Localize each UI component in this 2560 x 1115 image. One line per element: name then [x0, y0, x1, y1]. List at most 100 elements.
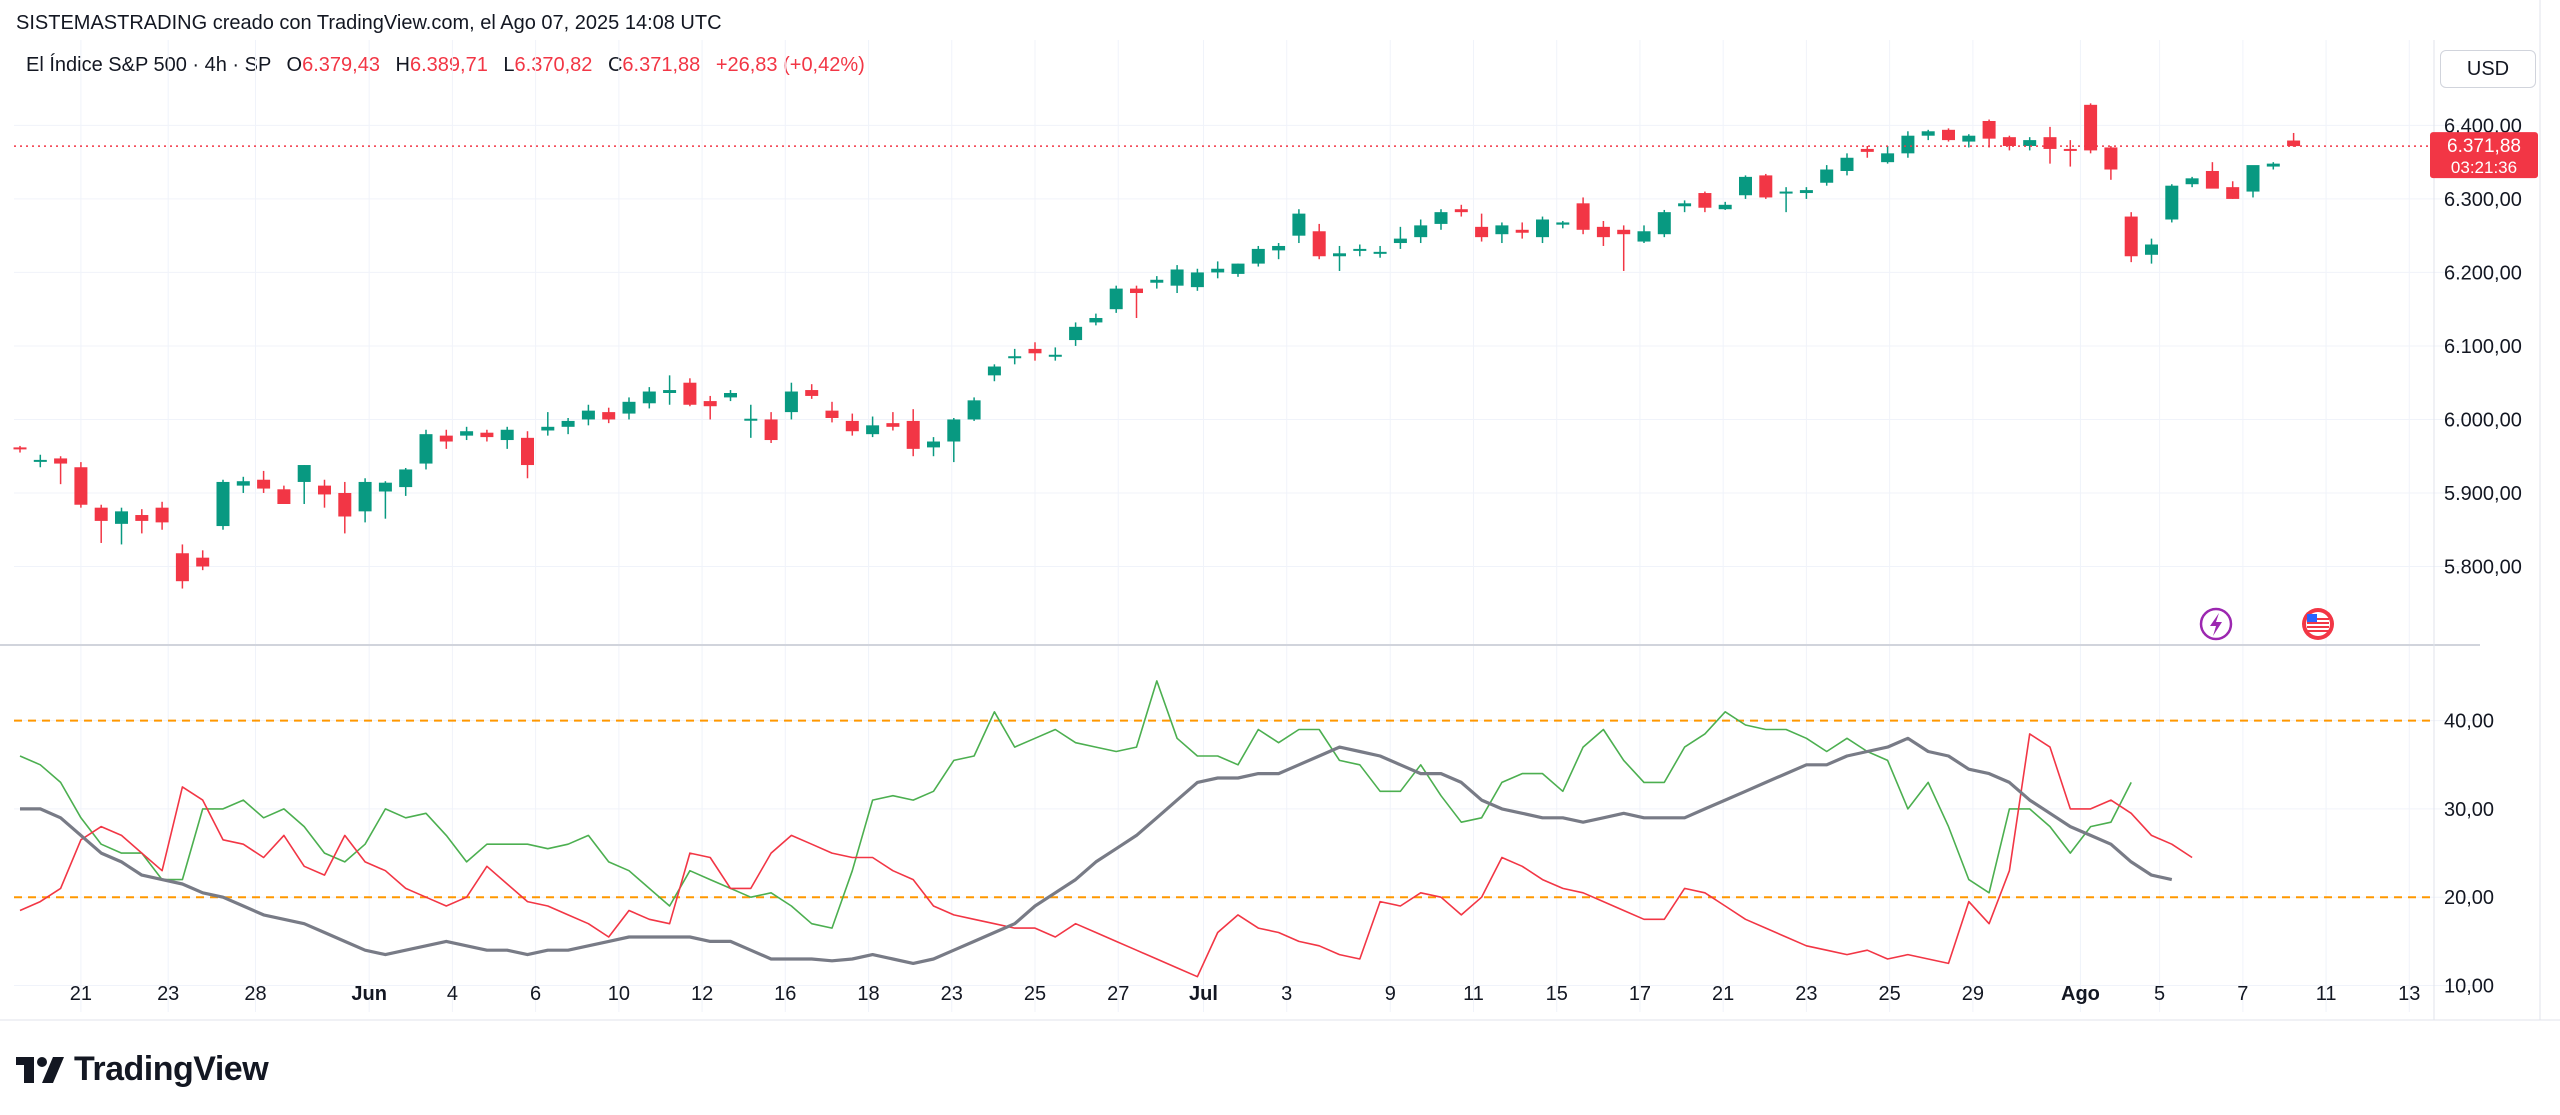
high-label: H: [395, 54, 410, 76]
candle-body: [175, 553, 189, 582]
candle-body: [2246, 165, 2260, 192]
candle-body: [1840, 157, 1854, 171]
candle-body: [724, 392, 737, 398]
candle-body: [581, 410, 595, 420]
candle-body: [2063, 148, 2077, 151]
x-tick-label: 5: [2154, 983, 2165, 1005]
y-tick-label: 6.300,00: [2444, 189, 2522, 211]
x-tick-label: 11: [1463, 983, 1484, 1005]
candle-body: [906, 420, 920, 449]
candle-body: [1231, 263, 1245, 274]
candle-body: [541, 426, 555, 431]
candle-body: [1799, 190, 1813, 194]
candle-body: [886, 423, 900, 427]
candle-body: [1657, 212, 1671, 235]
minus-di-line: [19, 733, 2193, 978]
candle-body: [744, 418, 758, 421]
indicator-y-tick-label: 20,00: [2444, 887, 2494, 909]
x-tick-label: 3: [1281, 983, 1292, 1005]
y-tick-label: 6.000,00: [2444, 409, 2522, 431]
x-tick-label: 7: [2237, 983, 2248, 1005]
candle-body: [33, 459, 47, 462]
us-flag-event-icon: [2302, 608, 2334, 640]
candle-body: [825, 410, 839, 418]
candle-body: [1596, 226, 1610, 238]
candle-body: [1312, 231, 1326, 257]
axis-layer: 21 23 28 Jun 4 6 10 12 16 18 23 25 27 Jul 3 9 11 15 17 21 23…: [0, 0, 2560, 1021]
candle-body: [663, 390, 677, 393]
candle-body: [1272, 245, 1286, 251]
x-tick-label: 23: [157, 983, 179, 1005]
x-tick-label: 11: [2316, 983, 2337, 1005]
candle-body: [1292, 213, 1306, 236]
candle-body: [947, 419, 961, 442]
x-tick-label: Ago: [2061, 983, 2100, 1005]
candle-body: [1028, 348, 1042, 354]
x-tick-label: 25: [1024, 983, 1046, 1005]
candle-body: [2287, 140, 2301, 147]
candle-body: [1820, 169, 1834, 183]
candle-body: [642, 391, 656, 404]
price-tag-value: 6.371,88: [2447, 136, 2521, 157]
x-tick-label: 21: [70, 983, 92, 1005]
price-tag-bg: [2430, 132, 2538, 179]
candle-body: [2023, 140, 2037, 146]
grid-layer: [14, 40, 2480, 1012]
candle-body: [1495, 225, 1509, 235]
candle-body: [1089, 318, 1103, 323]
low-label: L: [503, 54, 515, 76]
candle-body: [2043, 137, 2057, 149]
x-tick-label: 29: [1962, 983, 1984, 1005]
candle-body: [378, 482, 392, 492]
candle-body: [399, 469, 413, 488]
candle-body: [1393, 238, 1407, 244]
candle-body: [419, 434, 433, 464]
candle-body: [500, 429, 514, 441]
candle-body: [1048, 354, 1062, 357]
candle-body: [2084, 104, 2098, 151]
plus-di-line: [19, 680, 2132, 929]
x-tick-label: 28: [244, 983, 266, 1005]
chart-canvas[interactable]: 21 23 28 Jun 4 6 10 12 16 18 23 25 27 Jul 3 9 11 15 17 21 23…: [0, 0, 2560, 1040]
candle-body: [2226, 187, 2240, 199]
x-tick-label: 23: [941, 983, 963, 1005]
candle-body: [2124, 216, 2138, 257]
candle-body: [683, 382, 697, 405]
candle-body: [338, 492, 352, 517]
attribution-text: SISTEMASTRADING creado con TradingView.c…: [16, 12, 722, 34]
x-tick-label: 18: [857, 983, 879, 1005]
x-tick-label: 16: [774, 983, 796, 1005]
candle-body: [866, 425, 880, 435]
currency-button[interactable]: USD: [2440, 50, 2536, 88]
candle-body: [1718, 204, 1732, 210]
x-tick-label: 10: [608, 983, 630, 1005]
candle-body: [927, 441, 940, 448]
candle-body: [297, 465, 311, 482]
candle-body: [155, 507, 169, 523]
candle-body: [439, 435, 453, 442]
candle-body: [460, 431, 474, 436]
candle-body: [1759, 175, 1773, 198]
candle-body: [805, 390, 819, 396]
x-tick-label: 25: [1879, 983, 1901, 1005]
candles-layer: [13, 103, 2301, 589]
y-tick-label: 5.800,00: [2444, 556, 2522, 578]
x-tick-label: 13: [2398, 983, 2420, 1005]
adx-line: [20, 736, 2173, 966]
candle-body: [1942, 129, 1955, 141]
tradingview-logo-icon: [16, 1056, 64, 1083]
candle-body: [1130, 288, 1143, 294]
ohlc-legend: El Índice S&P 500 · 4h · SP O6.379,43 H6…: [26, 54, 865, 77]
candle-body: [480, 432, 494, 438]
x-tick-label: 9: [1385, 983, 1396, 1005]
candle-body: [1617, 229, 1631, 235]
symbol-label[interactable]: El Índice S&P 500 · 4h · SP: [26, 54, 271, 76]
candle-body: [1434, 212, 1448, 224]
high-value: 6.389,71: [409, 54, 488, 76]
tradingview-logo: TradingView: [16, 1050, 269, 1089]
candle-body: [1921, 131, 1935, 136]
candle-body: [1373, 251, 1387, 254]
candle-body: [521, 437, 534, 466]
y-tick-label: 6.100,00: [2444, 336, 2522, 358]
x-tick-label: 27: [1107, 983, 1129, 1005]
